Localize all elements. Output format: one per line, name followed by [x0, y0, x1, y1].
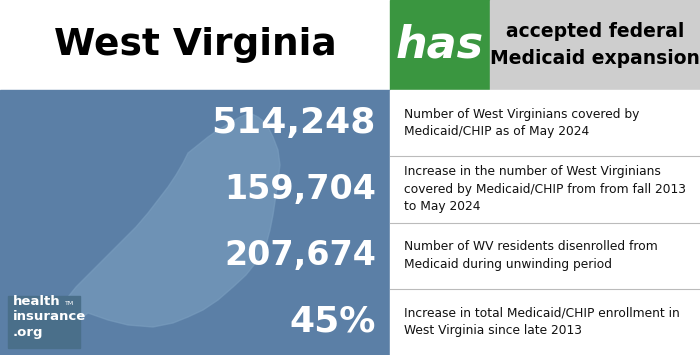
Text: Increase in total Medicaid/CHIP enrollment in
West Virginia since late 2013: Increase in total Medicaid/CHIP enrollme… — [404, 307, 680, 337]
Bar — [390, 90, 700, 355]
Polygon shape — [60, 113, 280, 327]
Bar — [8, 296, 80, 348]
Bar — [390, 0, 490, 90]
Text: TM: TM — [65, 301, 74, 306]
Bar — [490, 0, 700, 90]
Text: has: has — [396, 23, 484, 66]
Text: health
insurance
.org: health insurance .org — [13, 295, 86, 339]
Text: Number of West Virginians covered by
Medicaid/CHIP as of May 2024: Number of West Virginians covered by Med… — [404, 108, 639, 138]
Bar — [0, 0, 390, 90]
Text: Number of WV residents disenrolled from
Medicaid during unwinding period: Number of WV residents disenrolled from … — [404, 240, 658, 271]
Text: West Virginia: West Virginia — [54, 27, 337, 63]
Text: 45%: 45% — [290, 305, 376, 339]
Text: 514,248: 514,248 — [211, 106, 376, 140]
Text: accepted federal
Medicaid expansion: accepted federal Medicaid expansion — [490, 22, 700, 68]
Text: Increase in the number of West Virginians
covered by Medicaid/CHIP from from fal: Increase in the number of West Virginian… — [404, 165, 686, 213]
Bar — [0, 90, 390, 355]
Text: 159,704: 159,704 — [224, 173, 376, 206]
Text: 207,674: 207,674 — [224, 239, 376, 272]
